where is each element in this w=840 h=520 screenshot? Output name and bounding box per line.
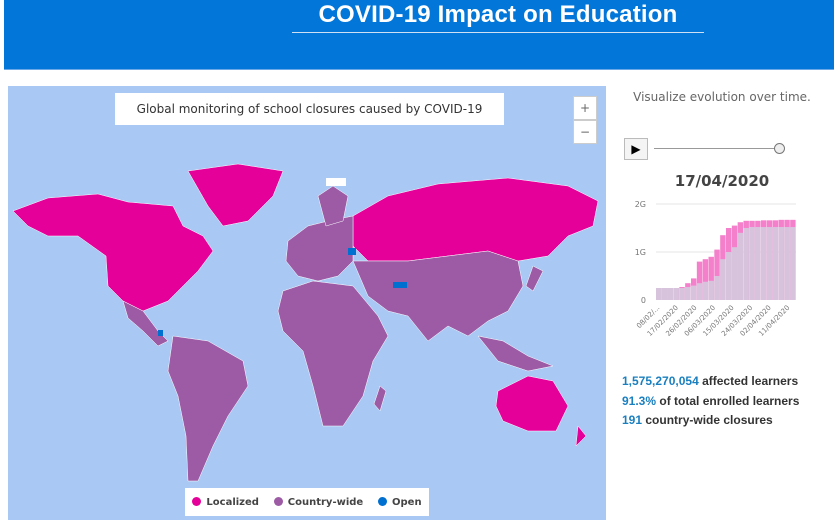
legend-localized[interactable]: Localized xyxy=(192,496,259,508)
open-country-belarus xyxy=(348,248,356,255)
new-zealand xyxy=(575,425,587,447)
chart-bar xyxy=(696,283,703,300)
chart-bar xyxy=(679,288,685,300)
no-data-region xyxy=(326,178,346,186)
legend-label: Country-wide xyxy=(287,496,364,508)
legend-label: Localized xyxy=(206,496,259,508)
russia xyxy=(352,177,599,262)
legend-label: Open xyxy=(392,496,422,508)
chart-bar xyxy=(772,227,779,300)
greenland xyxy=(187,163,284,227)
zoom-out-button[interactable]: − xyxy=(573,120,597,144)
southeast-asia xyxy=(477,335,554,372)
chart-bar xyxy=(749,227,755,300)
zoom-in-button[interactable]: + xyxy=(573,96,597,120)
localized-dot-icon xyxy=(192,496,202,506)
chart-bar xyxy=(731,247,738,300)
chart-bar xyxy=(737,232,744,300)
chart-bar xyxy=(743,228,749,300)
chart-bar xyxy=(720,259,726,300)
chart-bar xyxy=(691,285,697,300)
europe xyxy=(285,215,354,282)
header-banner: COVID-19 Impact on Education xyxy=(4,0,834,70)
chart-bar xyxy=(778,227,784,300)
time-slider-handle[interactable] xyxy=(774,143,785,154)
chart-bar xyxy=(667,288,674,300)
stats: 1,575,270,054 affected learners 91.3% of… xyxy=(622,372,799,431)
chart-bar xyxy=(766,227,773,300)
percent-value: 91.3% xyxy=(622,393,657,408)
map-canvas[interactable] xyxy=(8,86,606,520)
legend-country-wide[interactable]: Country-wide xyxy=(273,496,364,508)
y-tick-label: 0 xyxy=(641,296,646,305)
chart-bar xyxy=(755,227,761,300)
africa xyxy=(277,280,389,427)
current-date: 17/04/2020 xyxy=(674,172,770,190)
legend-open[interactable]: Open xyxy=(378,496,422,508)
affected-label: affected learners xyxy=(698,374,799,388)
japan xyxy=(525,265,544,292)
chart-bar xyxy=(685,287,691,300)
scandinavia xyxy=(317,185,349,227)
chart-bar xyxy=(673,288,679,300)
open-dot-icon xyxy=(378,496,388,506)
play-icon: ▶ xyxy=(631,142,641,156)
chart-bar xyxy=(714,276,720,300)
madagascar xyxy=(373,385,387,412)
page-title: COVID-19 Impact on Education xyxy=(292,0,704,33)
closures-value: 191 xyxy=(622,413,643,427)
chart-bar xyxy=(714,249,720,300)
closures-label: country-wide closures xyxy=(642,413,773,427)
chart-bar xyxy=(726,252,732,300)
chart-bar xyxy=(661,288,668,300)
chart-bar xyxy=(784,227,790,300)
map-title: Global monitoring of school closures cau… xyxy=(115,93,504,125)
map-legend: Localized Country-wide Open xyxy=(185,488,429,516)
chart-bar xyxy=(702,259,709,300)
chart-bar xyxy=(708,280,714,300)
chart-bar xyxy=(702,281,709,300)
asia xyxy=(352,250,524,342)
country-wide-dot-icon xyxy=(273,496,283,506)
percent-label: of total enrolled learners xyxy=(656,393,800,408)
affected-value: 1,575,270,054 xyxy=(622,374,699,388)
chart-bar xyxy=(696,261,703,300)
south-america xyxy=(167,335,249,482)
central-america xyxy=(122,300,169,347)
open-country-nicaragua xyxy=(158,330,163,336)
north-america-localized xyxy=(12,193,214,312)
time-slider-track[interactable] xyxy=(654,148,776,149)
learners-chart: 01G2G08/02/...17/02/202026/02/202006/03/… xyxy=(635,200,796,338)
y-tick-label: 1G xyxy=(635,248,646,257)
chart-bar xyxy=(761,227,767,300)
chart-bar xyxy=(656,288,662,300)
play-button[interactable]: ▶ xyxy=(624,138,648,160)
chart-bar xyxy=(708,256,714,300)
open-country-turkmenistan xyxy=(393,282,407,288)
australia xyxy=(495,375,569,432)
world-map[interactable]: Global monitoring of school closures cau… xyxy=(8,86,606,520)
evolution-text: Visualize evolution over time. xyxy=(633,90,811,104)
chart-bar xyxy=(790,227,796,300)
y-tick-label: 2G xyxy=(635,200,646,209)
